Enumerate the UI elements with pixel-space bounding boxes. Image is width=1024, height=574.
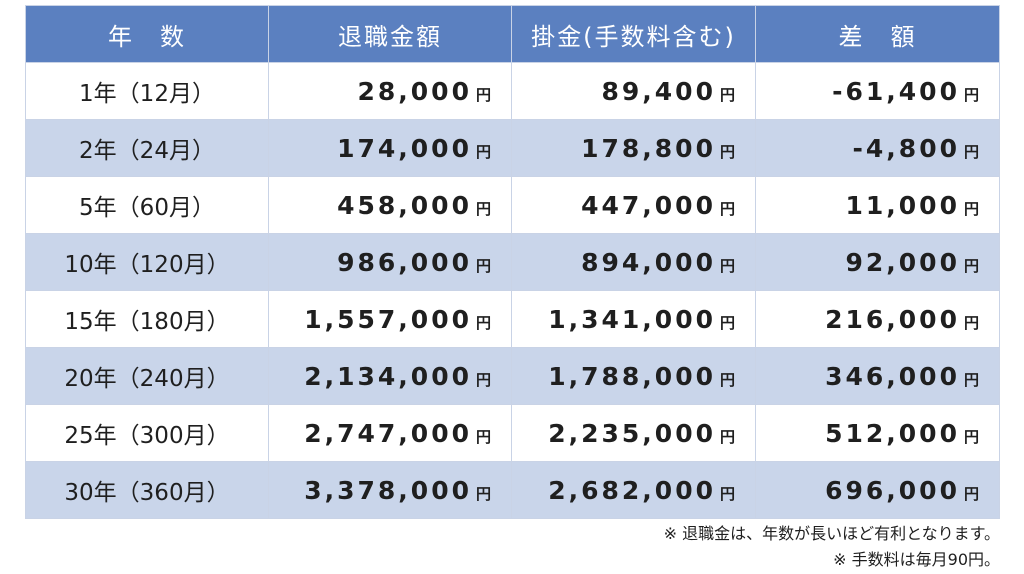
amount-value: 174,000 — [337, 133, 472, 163]
period-cell: 10年（120月） — [25, 233, 269, 291]
contribution-cell: 2,682,000 円 — [511, 461, 756, 519]
amount-value: 696,000 — [825, 475, 960, 505]
retirement-amount-cell: 3,378,000 円 — [268, 461, 512, 519]
amount-value: 986,000 — [337, 247, 472, 277]
yen-unit: 円 — [475, 199, 491, 218]
amount-value: 92,000 — [845, 247, 960, 277]
amount-value: 458,000 — [337, 190, 472, 220]
difference-cell: 696,000 円 — [755, 461, 1000, 519]
header-retirement-amount: 退職金額 — [268, 5, 512, 63]
table-row: 2年（24月） 174,000 円 178,800 円 -4,800 円 — [25, 119, 1000, 177]
amount-value: 178,800 — [581, 133, 716, 163]
period-cell: 5年（60月） — [25, 176, 269, 234]
yen-unit: 円 — [719, 256, 735, 275]
difference-cell: 346,000 円 — [755, 347, 1000, 405]
retirement-benefit-table: 年 数 退職金額 掛金(手数料含む) 差 額 1年（12月） 28,000 円 89,… — [25, 5, 1000, 519]
table-row: 1年（12月） 28,000 円 89,400 円 -61,400 円 — [25, 62, 1000, 120]
contribution-cell: 894,000 円 — [511, 233, 756, 291]
yen-unit: 円 — [719, 484, 735, 503]
amount-value: 11,000 — [845, 190, 960, 220]
amount-value: 2,682,000 — [548, 475, 716, 505]
header-row: 年 数 退職金額 掛金(手数料含む) 差 額 — [25, 5, 1000, 63]
contribution-cell: 1,788,000 円 — [511, 347, 756, 405]
amount-value: 1,557,000 — [304, 304, 472, 334]
contribution-cell: 447,000 円 — [511, 176, 756, 234]
amount-value: 216,000 — [825, 304, 960, 334]
yen-unit: 円 — [475, 85, 491, 104]
difference-cell: 92,000 円 — [755, 233, 1000, 291]
amount-value: 894,000 — [581, 247, 716, 277]
period-cell: 20年（240月） — [25, 347, 269, 405]
header-period: 年 数 — [25, 5, 269, 63]
contribution-cell: 2,235,000 円 — [511, 404, 756, 462]
amount-value: -4,800 — [852, 133, 960, 163]
table-row: 15年（180月） 1,557,000 円 1,341,000 円 216,000 円 — [25, 290, 1000, 348]
period-cell: 1年（12月） — [25, 62, 269, 120]
amount-value: 2,235,000 — [548, 418, 716, 448]
yen-unit: 円 — [719, 199, 735, 218]
header-contribution: 掛金(手数料含む) — [511, 5, 756, 63]
table-row: 5年（60月） 458,000 円 447,000 円 11,000 円 — [25, 176, 1000, 234]
yen-unit: 円 — [475, 370, 491, 389]
yen-unit: 円 — [719, 427, 735, 446]
contribution-cell: 89,400 円 — [511, 62, 756, 120]
retirement-amount-cell: 458,000 円 — [268, 176, 512, 234]
yen-unit: 円 — [963, 484, 979, 503]
difference-cell: 512,000 円 — [755, 404, 1000, 462]
footnotes: ※ 退職金は、年数が長いほど有利となります。 ※ 手数料は毎月90円。 — [664, 521, 1000, 573]
yen-unit: 円 — [475, 142, 491, 161]
amount-value: 1,788,000 — [548, 361, 716, 391]
amount-value: 2,747,000 — [304, 418, 472, 448]
amount-value: 447,000 — [581, 190, 716, 220]
yen-unit: 円 — [719, 142, 735, 161]
yen-unit: 円 — [963, 142, 979, 161]
amount-value: -61,400 — [832, 76, 960, 106]
amount-value: 28,000 — [357, 76, 472, 106]
yen-unit: 円 — [719, 85, 735, 104]
period-cell: 2年（24月） — [25, 119, 269, 177]
yen-unit: 円 — [963, 427, 979, 446]
retirement-amount-cell: 1,557,000 円 — [268, 290, 512, 348]
period-cell: 30年（360月） — [25, 461, 269, 519]
difference-cell: 216,000 円 — [755, 290, 1000, 348]
yen-unit: 円 — [963, 256, 979, 275]
amount-value: 512,000 — [825, 418, 960, 448]
yen-unit: 円 — [475, 427, 491, 446]
difference-cell: 11,000 円 — [755, 176, 1000, 234]
retirement-amount-cell: 174,000 円 — [268, 119, 512, 177]
yen-unit: 円 — [963, 85, 979, 104]
difference-cell: -4,800 円 — [755, 119, 1000, 177]
footnote-fee: ※ 手数料は毎月90円。 — [833, 550, 1000, 569]
retirement-amount-cell: 28,000 円 — [268, 62, 512, 120]
retirement-amount-cell: 986,000 円 — [268, 233, 512, 291]
amount-value: 3,378,000 — [304, 475, 472, 505]
table-row: 20年（240月） 2,134,000 円 1,788,000 円 346,000 円 — [25, 347, 1000, 405]
contribution-cell: 178,800 円 — [511, 119, 756, 177]
footnote-advantage: ※ 退職金は、年数が長いほど有利となります。 — [663, 524, 1000, 543]
yen-unit: 円 — [963, 313, 979, 332]
yen-unit: 円 — [475, 313, 491, 332]
retirement-amount-cell: 2,747,000 円 — [268, 404, 512, 462]
yen-unit: 円 — [719, 313, 735, 332]
yen-unit: 円 — [963, 199, 979, 218]
period-cell: 15年（180月） — [25, 290, 269, 348]
amount-value: 346,000 — [825, 361, 960, 391]
contribution-cell: 1,341,000 円 — [511, 290, 756, 348]
table-row: 30年（360月） 3,378,000 円 2,682,000 円 696,000 円 — [25, 461, 1000, 519]
amount-value: 2,134,000 — [304, 361, 472, 391]
yen-unit: 円 — [719, 370, 735, 389]
difference-cell: -61,400 円 — [755, 62, 1000, 120]
yen-unit: 円 — [963, 370, 979, 389]
header-difference: 差 額 — [755, 5, 1000, 63]
period-cell: 25年（300月） — [25, 404, 269, 462]
yen-unit: 円 — [475, 484, 491, 503]
retirement-amount-cell: 2,134,000 円 — [268, 347, 512, 405]
table-row: 10年（120月） 986,000 円 894,000 円 92,000 円 — [25, 233, 1000, 291]
amount-value: 1,341,000 — [548, 304, 716, 334]
amount-value: 89,400 — [601, 76, 716, 106]
table-row: 25年（300月） 2,747,000 円 2,235,000 円 512,000 円 — [25, 404, 1000, 462]
yen-unit: 円 — [475, 256, 491, 275]
